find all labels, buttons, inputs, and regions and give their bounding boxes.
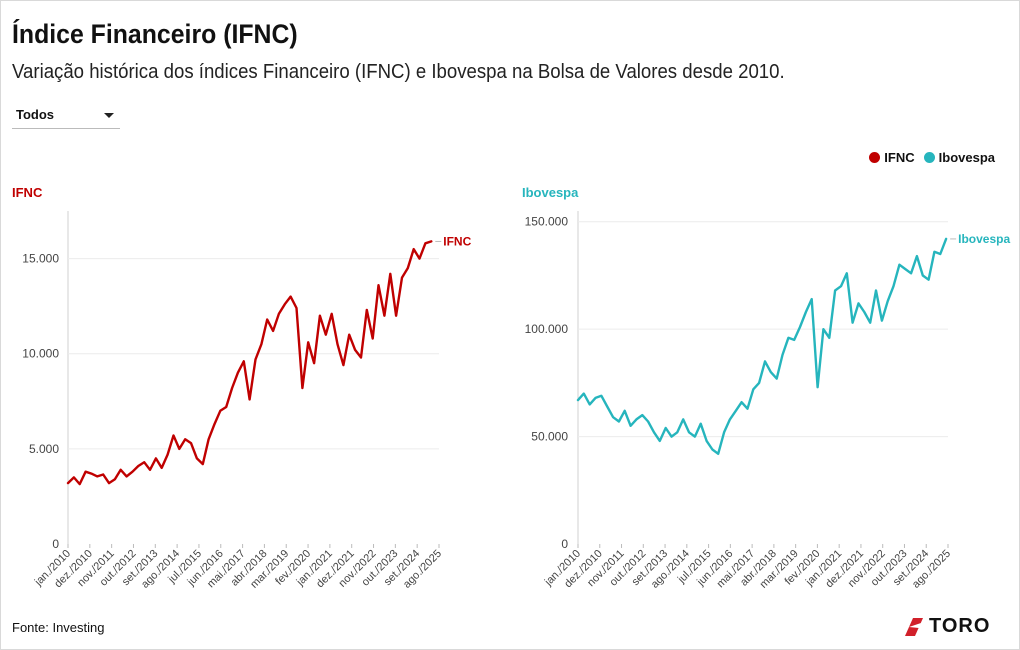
end-label: IFNC [443, 234, 471, 248]
chevron-down-icon [104, 113, 114, 118]
y-tick-label: 100.000 [525, 322, 569, 336]
y-tick-label: 0 [52, 537, 59, 551]
page-title: Índice Financeiro (IFNC) [12, 19, 298, 49]
series-line-ibovespa [576, 237, 948, 455]
toro-logo: TORO [903, 615, 990, 638]
logo-text: TORO [929, 615, 991, 637]
toro-logo-icon [905, 617, 923, 636]
panel-title: IFNC [12, 185, 43, 200]
y-tick-label: 0 [561, 537, 568, 551]
y-tick-label: 150.000 [525, 215, 569, 229]
legend-item-ibovespa[interactable]: Ibovespa [923, 150, 995, 165]
y-tick-label: 10.000 [22, 347, 59, 361]
legend-swatch-ibovespa [923, 152, 935, 163]
y-tick-label: 15.000 [22, 252, 59, 266]
end-label: Ibovespa [958, 232, 1010, 246]
chart-panel-0: IFNC05.00010.00015.000jan./2010dez./2010… [12, 185, 472, 591]
period-dropdown-value: Todos [16, 107, 55, 122]
legend-label-ibovespa: Ibovespa [938, 150, 995, 165]
legend-item-ifnc[interactable]: IFNC [869, 150, 915, 165]
y-tick-label: 5.000 [29, 442, 59, 456]
y-tick-label: 50.000 [531, 430, 568, 444]
legend-swatch-ifnc [869, 152, 881, 163]
series-line-ifnc [66, 240, 433, 486]
period-dropdown[interactable]: Todos [12, 102, 120, 129]
legend: IFNC Ibovespa [869, 150, 995, 165]
legend-label-ifnc: IFNC [884, 150, 915, 165]
source-note: Fonte: Investing [12, 620, 105, 635]
page-subtitle: Variação histórica dos índices Financeir… [12, 61, 785, 83]
panel-title: Ibovespa [522, 185, 579, 200]
chart-panel-1: Ibovespa050.000100.000150.000jan./2010de… [522, 185, 1010, 591]
